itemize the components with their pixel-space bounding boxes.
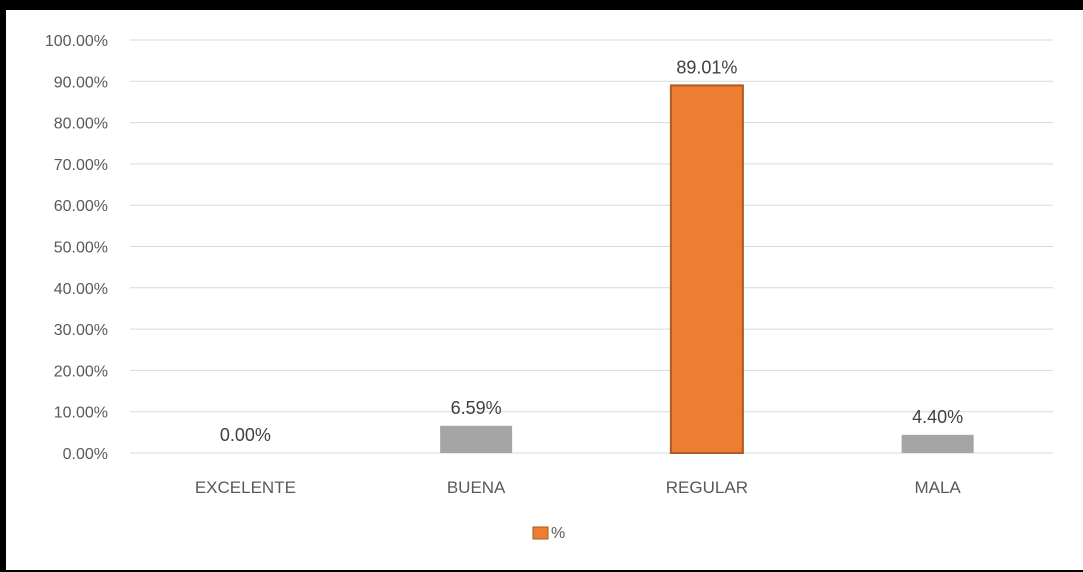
bar-mala[interactable] [901, 434, 974, 453]
bar-regular[interactable] [669, 84, 744, 454]
y-tick-label: 30.00% [54, 322, 108, 339]
y-tick-label: 10.00% [54, 405, 108, 422]
data-label: 89.01% [676, 57, 737, 77]
legend-swatch [532, 526, 549, 540]
x-tick-label: REGULAR [666, 478, 748, 497]
y-tick-label: 70.00% [54, 157, 108, 174]
x-tick-label: MALA [914, 478, 961, 497]
data-label: 0.00% [220, 425, 271, 445]
y-tick-label: 80.00% [54, 116, 108, 133]
data-label: 4.40% [912, 407, 963, 427]
bar-buena[interactable] [440, 425, 513, 453]
y-tick-label: 100.00% [45, 33, 108, 50]
bar-chart: 0.00% 10.00% 20.00% 30.00% 40.00% 50.00% 60.00… [45, 33, 1053, 542]
x-tick-label: EXCELENTE [195, 478, 296, 497]
chart-frame: 0.00% 10.00% 20.00% 30.00% 40.00% 50.00% 60.00… [6, 10, 1083, 570]
bars [440, 84, 974, 454]
y-tick-label: 0.00% [63, 446, 108, 463]
x-tick-label: BUENA [447, 478, 506, 497]
y-tick-label: 40.00% [54, 281, 108, 298]
gridlines [130, 39, 1053, 454]
data-labels: 0.00% 6.59% 89.01% 4.40% [220, 57, 963, 445]
data-label: 6.59% [451, 398, 502, 418]
y-tick-label: 60.00% [54, 198, 108, 215]
y-tick-label: 20.00% [54, 363, 108, 380]
legend-label: % [551, 525, 565, 542]
y-tick-label: 90.00% [54, 74, 108, 91]
y-tick-label: 50.00% [54, 240, 108, 257]
legend[interactable]: % [532, 525, 565, 542]
y-axis-ticks: 0.00% 10.00% 20.00% 30.00% 40.00% 50.00% 60.00… [45, 33, 108, 463]
x-axis-categories: EXCELENTE BUENA REGULAR MALA [195, 478, 962, 497]
